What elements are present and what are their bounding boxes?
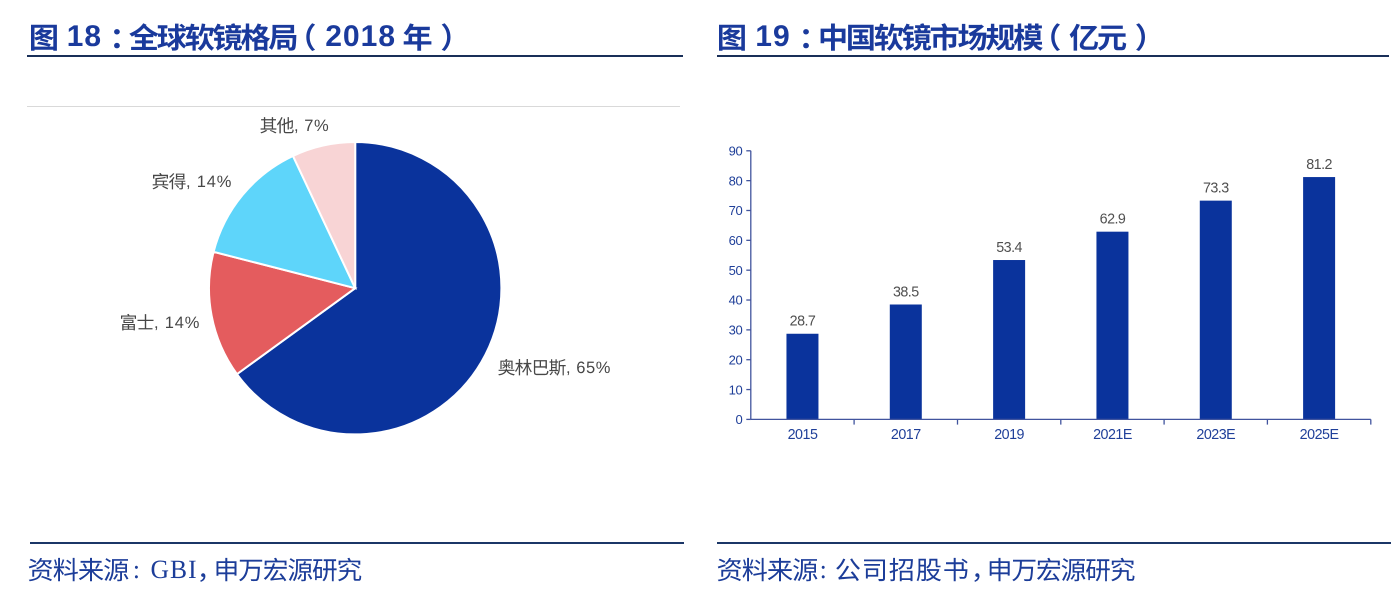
svg-text:90: 90	[729, 144, 743, 159]
svg-text:38.5: 38.5	[893, 284, 919, 300]
svg-text:2019: 2019	[994, 427, 1024, 443]
svg-text:50: 50	[729, 263, 743, 278]
svg-text:2017: 2017	[891, 427, 921, 443]
svg-text:28.7: 28.7	[790, 314, 816, 330]
svg-text:70: 70	[729, 203, 743, 218]
svg-text:53.4: 53.4	[996, 240, 1022, 256]
svg-text:10: 10	[729, 382, 743, 397]
svg-text:2015: 2015	[788, 427, 818, 443]
svg-text:40: 40	[729, 293, 743, 308]
svg-text:2021E: 2021E	[1093, 427, 1132, 443]
svg-text:30: 30	[729, 323, 743, 338]
svg-text:2025E: 2025E	[1300, 427, 1339, 443]
svg-text:0: 0	[735, 412, 742, 427]
svg-text:60: 60	[729, 233, 743, 248]
svg-text:2023E: 2023E	[1196, 427, 1235, 443]
svg-text:20: 20	[729, 352, 743, 367]
svg-text:62.9: 62.9	[1100, 212, 1126, 228]
svg-text:73.3: 73.3	[1203, 180, 1229, 196]
svg-text:81.2: 81.2	[1306, 157, 1332, 173]
svg-text:80: 80	[729, 173, 743, 188]
